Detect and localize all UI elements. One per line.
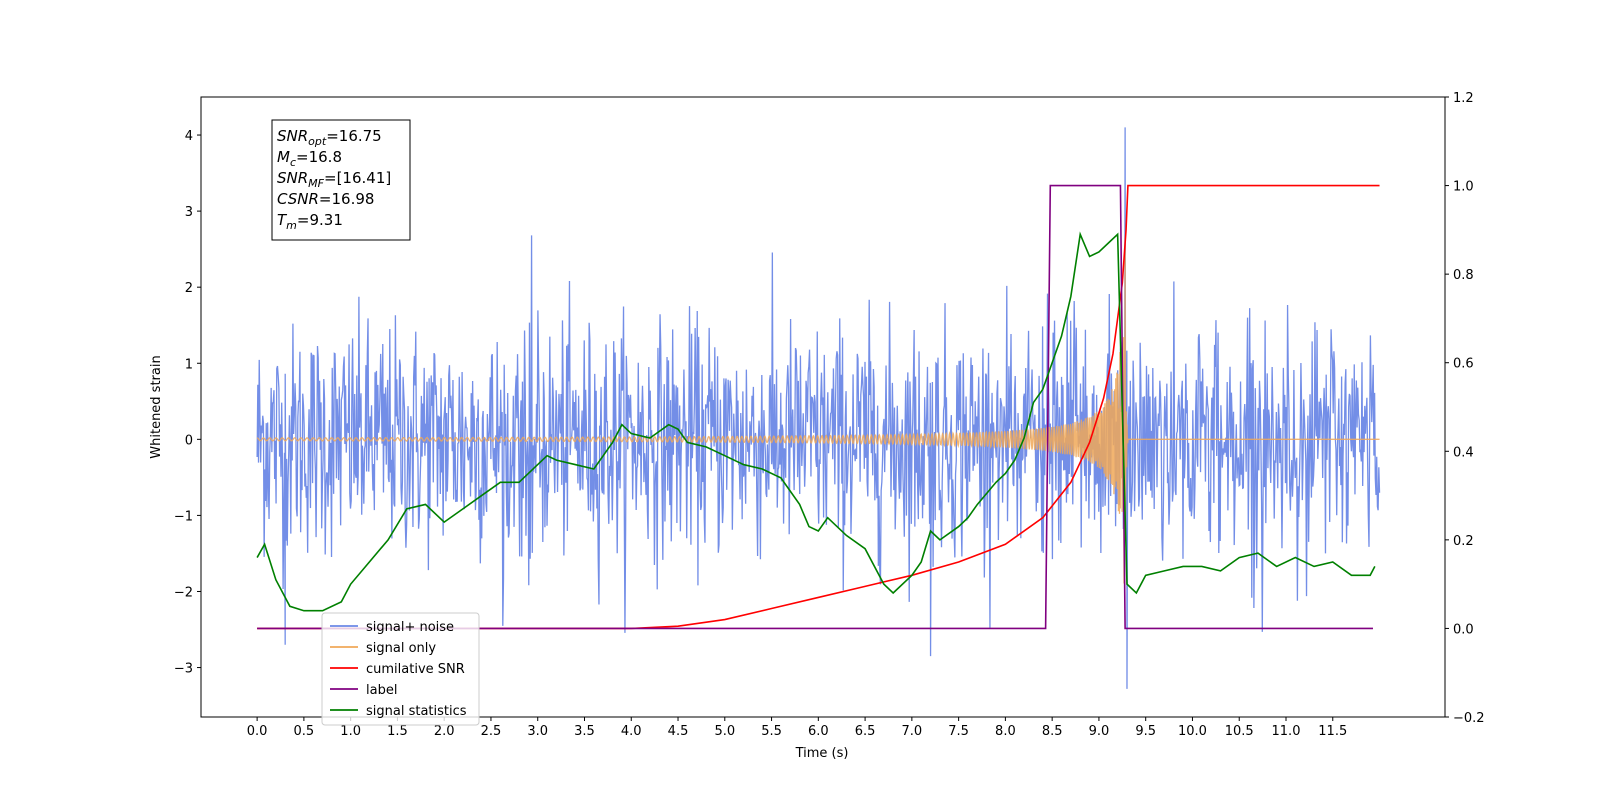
annotation-frame [271,119,411,241]
plot-frame [200,96,1446,718]
x-tick-label: 11.5 [1318,724,1347,739]
y2-tick-label: 0.6 [1453,357,1474,372]
series-signal-only-line [256,245,1380,584]
x-tick-label: 1.5 [387,724,408,739]
x-tick-label: 6.5 [855,724,876,739]
x-tick-label: 9.5 [1135,724,1156,739]
legend: signal+ noise signal only cumilative SNR la… [321,612,480,726]
y2-tick-label: 1.2 [1453,91,1474,106]
x-tick-label: 2.0 [434,724,455,739]
legend-label: signal only [366,641,436,656]
legend-item: signal only [330,641,436,656]
x-tick-label: 10.5 [1225,724,1254,739]
series-label-line [257,184,1373,630]
x-tick-label: 3.5 [574,724,595,739]
legend-label: signal statistics [366,704,467,719]
y-tick-label: 1 [185,357,193,372]
metrics-annotation: SNRopt=16.75Mc=16.8SNRMF=[16.41]CSNR=16.… [271,119,411,241]
x-tick-label: 9.0 [1089,724,1110,739]
y2-tick-label: 0.0 [1453,622,1474,637]
legend-item: signal statistics [330,704,467,719]
annotation-line: Tm=9.31 [277,211,343,232]
y2-tick-label: −0.2 [1453,711,1485,726]
series-signal-statistics-line [256,231,1376,612]
x-tick-label: 5.0 [714,724,735,739]
series-signal-noise-line [256,127,1381,689]
x-tick-label: 7.5 [948,724,969,739]
y2-tick-label: 0.8 [1453,268,1474,283]
y-tick-label: 0 [185,433,193,448]
x-tick-label: 0.5 [294,724,315,739]
annotation-line: SNRopt=16.75 [277,127,382,148]
y-tick-label: −1 [174,509,193,524]
annotation-line: SNRMF=[16.41] [277,169,391,190]
x-axis-label: Time (s) [795,746,849,761]
y2-tick-label: 0.4 [1453,445,1474,460]
x-tick-label: 8.5 [1042,724,1063,739]
x-tick-label: 1.0 [340,724,361,739]
legend-item: signal+ noise [330,620,454,635]
y-tick-label: 3 [185,205,193,220]
y-tick-label: −2 [174,585,193,600]
y-tick-label: −3 [174,662,193,677]
annotation-line: Mc=16.8 [277,148,342,169]
legend-item: cumilative SNR [330,662,465,677]
x-tick-label: 2.5 [481,724,502,739]
annotation-line: CSNR=16.98 [277,190,374,208]
legend-frame [321,612,480,726]
x-tick-label: 5.5 [761,724,782,739]
x-tick-label: 4.0 [621,724,642,739]
legend-label: cumilative SNR [366,662,465,677]
x-tick-label: 11.0 [1272,724,1301,739]
y2-tick-label: 1.0 [1453,180,1474,195]
series-cumilative-snr-line [257,184,1380,630]
y-tick-label: 4 [185,129,193,144]
x-tick-label: 6.0 [808,724,829,739]
legend-item: label [330,683,397,698]
x-tick-label: 8.0 [995,724,1016,739]
y-tick-label: 2 [185,281,193,296]
x-tick-label: 7.0 [902,724,923,739]
axes-layer: 0.0 0.5 1.0 1.5 2.0 2.5 3.0 3.5 4.0 4.5 5.0 5.5 6.0 6… [174,91,1485,739]
x-tick-label: 3.0 [527,724,548,739]
x-tick-label: 0.0 [247,724,268,739]
y2-tick-label: 0.2 [1453,534,1474,549]
legend-label: label [366,683,397,698]
legend-label: signal+ noise [366,620,454,635]
x-tick-label: 10.0 [1178,724,1207,739]
x-tick-label: 4.5 [668,724,689,739]
y-axis-label: Whitened strain [149,355,164,458]
series-layer [256,127,1381,689]
